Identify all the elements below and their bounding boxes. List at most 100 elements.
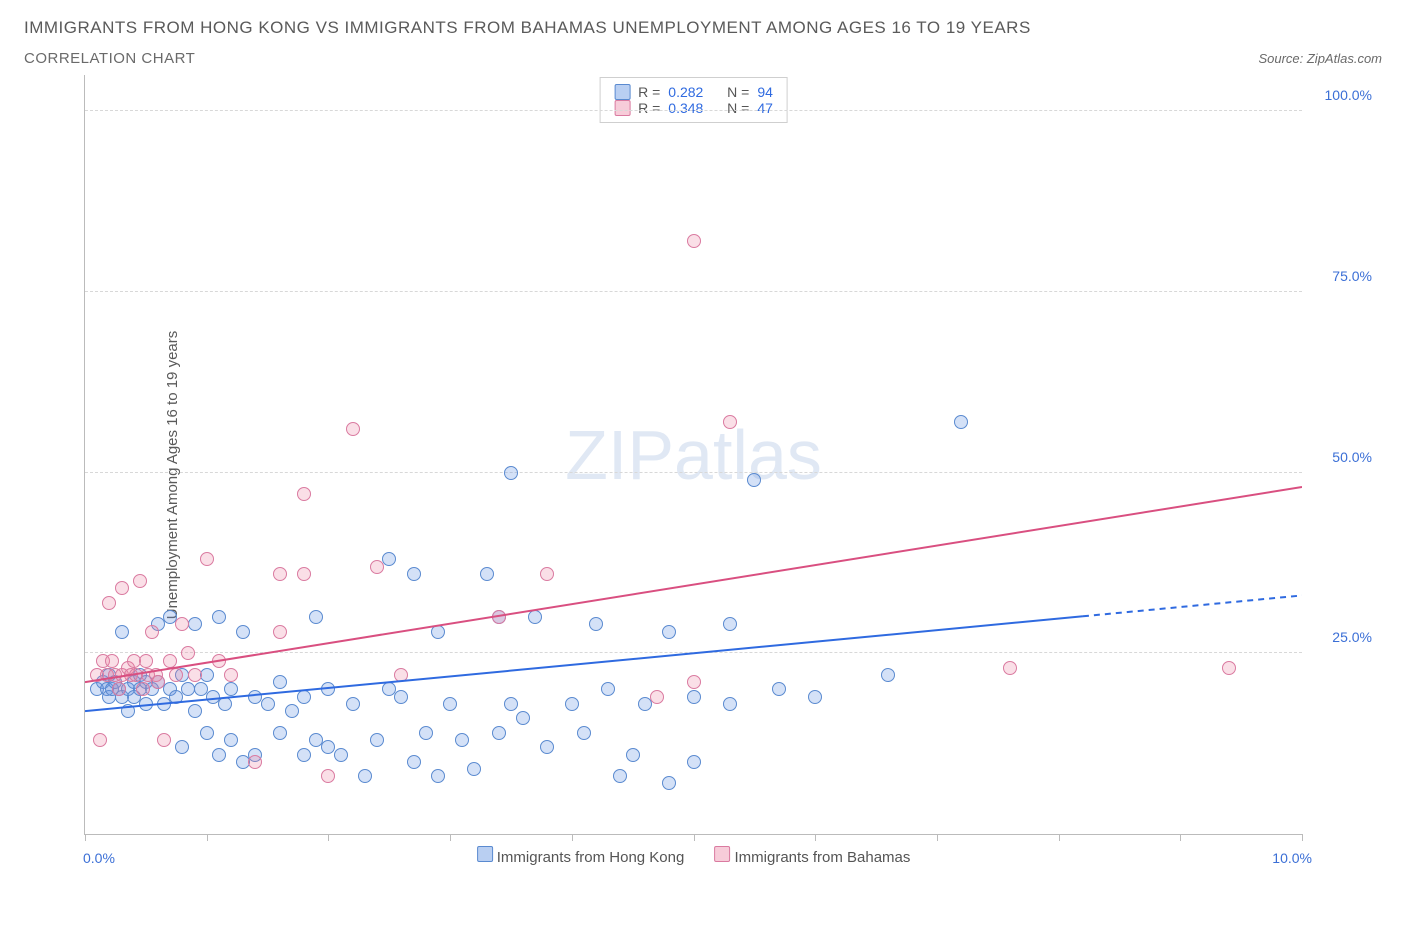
point-bahamas <box>273 567 287 581</box>
point-hk <box>273 675 287 689</box>
point-bahamas <box>297 487 311 501</box>
point-bahamas <box>115 581 129 595</box>
point-hk <box>273 726 287 740</box>
point-hk <box>455 733 469 747</box>
point-bahamas <box>175 617 189 631</box>
page-title: IMMIGRANTS FROM HONG KONG VS IMMIGRANTS … <box>24 18 1382 38</box>
gridline <box>85 652 1302 653</box>
point-bahamas <box>650 690 664 704</box>
point-hk <box>236 625 250 639</box>
point-hk <box>528 610 542 624</box>
point-hk <box>309 610 323 624</box>
point-hk <box>358 769 372 783</box>
point-hk <box>881 668 895 682</box>
point-bahamas <box>102 596 116 610</box>
x-tick-min: 0.0% <box>83 850 115 866</box>
point-hk <box>261 697 275 711</box>
point-hk <box>407 755 421 769</box>
point-hk <box>224 733 238 747</box>
correlation-chart: Unemployment Among Ages 16 to 19 years Z… <box>24 75 1382 875</box>
point-hk <box>121 704 135 718</box>
point-bahamas <box>151 675 165 689</box>
point-bahamas <box>188 668 202 682</box>
point-hk <box>212 748 226 762</box>
chart-subtitle: CORRELATION CHART <box>24 50 195 67</box>
point-hk <box>687 755 701 769</box>
point-hk <box>224 682 238 696</box>
x-tick <box>1180 834 1181 841</box>
point-hk <box>297 690 311 704</box>
point-hk <box>747 473 761 487</box>
stats-row-hk: R = 0.282 N = 94 <box>614 84 773 100</box>
x-tick <box>328 834 329 841</box>
point-hk <box>200 726 214 740</box>
point-hk <box>334 748 348 762</box>
point-bahamas <box>248 755 262 769</box>
x-tick <box>207 834 208 841</box>
legend-item-bahamas: Immigrants from Bahamas <box>714 846 910 866</box>
y-tick-label: 75.0% <box>1312 268 1372 284</box>
x-tick-max: 10.0% <box>1272 850 1312 866</box>
point-hk <box>407 567 421 581</box>
point-hk <box>394 690 408 704</box>
point-hk <box>589 617 603 631</box>
legend-item-hk: Immigrants from Hong Kong <box>477 846 685 866</box>
point-bahamas <box>687 675 701 689</box>
point-bahamas <box>540 567 554 581</box>
point-bahamas <box>346 422 360 436</box>
point-hk <box>626 748 640 762</box>
point-hk <box>443 697 457 711</box>
point-hk <box>480 567 494 581</box>
point-bahamas <box>687 234 701 248</box>
point-hk <box>504 466 518 480</box>
point-hk <box>723 697 737 711</box>
point-bahamas <box>93 733 107 747</box>
point-hk <box>200 668 214 682</box>
point-hk <box>662 776 676 790</box>
x-tick <box>1302 834 1303 841</box>
y-tick-label: 50.0% <box>1312 449 1372 465</box>
point-bahamas <box>145 625 159 639</box>
point-bahamas <box>136 682 150 696</box>
point-hk <box>115 625 129 639</box>
x-tick <box>815 834 816 841</box>
point-hk <box>139 697 153 711</box>
point-bahamas <box>139 654 153 668</box>
gridline <box>85 291 1302 292</box>
swatch-blue-icon <box>477 846 493 862</box>
point-bahamas <box>224 668 238 682</box>
point-hk <box>431 625 445 639</box>
point-hk <box>346 697 360 711</box>
point-bahamas <box>200 552 214 566</box>
point-bahamas <box>370 560 384 574</box>
x-tick <box>937 834 938 841</box>
point-hk <box>540 740 554 754</box>
plot-area: ZIPatlas R = 0.282 N = 94 R = 0.348 N = … <box>84 75 1302 835</box>
point-hk <box>218 697 232 711</box>
x-tick <box>694 834 695 841</box>
point-hk <box>565 697 579 711</box>
point-bahamas <box>157 733 171 747</box>
point-hk <box>601 682 615 696</box>
stats-row-bahamas: R = 0.348 N = 47 <box>614 100 773 116</box>
swatch-pink-icon <box>714 846 730 862</box>
point-hk <box>723 617 737 631</box>
point-bahamas <box>321 769 335 783</box>
point-hk <box>613 769 627 783</box>
point-hk <box>662 625 676 639</box>
point-hk <box>467 762 481 776</box>
point-bahamas <box>394 668 408 682</box>
point-bahamas <box>181 646 195 660</box>
x-tick <box>85 834 86 841</box>
stats-legend: R = 0.282 N = 94 R = 0.348 N = 47 <box>599 77 788 123</box>
trend-lines <box>85 75 1302 834</box>
watermark: ZIPatlas <box>565 415 822 495</box>
point-hk <box>285 704 299 718</box>
point-hk <box>954 415 968 429</box>
point-hk <box>188 617 202 631</box>
point-bahamas <box>212 654 226 668</box>
point-hk <box>321 682 335 696</box>
point-bahamas <box>297 567 311 581</box>
point-bahamas <box>133 574 147 588</box>
point-hk <box>687 690 701 704</box>
